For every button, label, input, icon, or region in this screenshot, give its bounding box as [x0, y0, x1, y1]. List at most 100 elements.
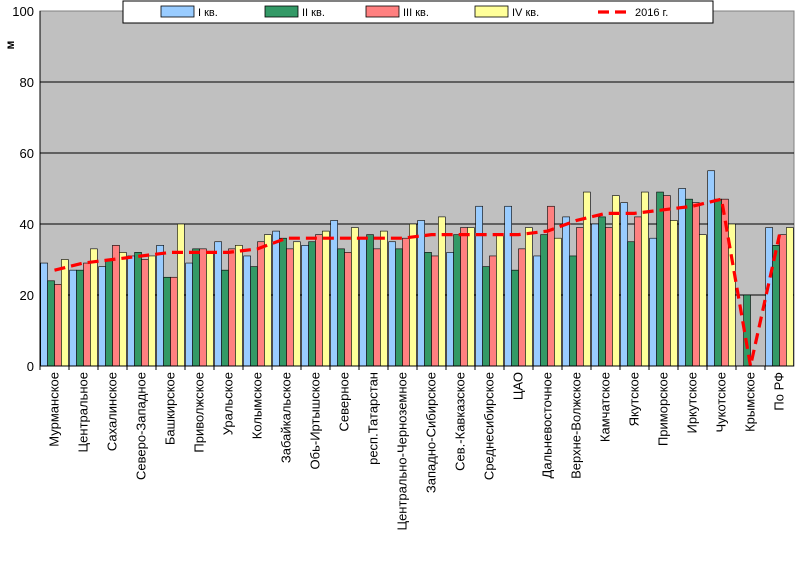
bar-s2-13: [395, 248, 403, 367]
bar-s2-18: [540, 234, 548, 367]
bar-s3-26: [779, 234, 787, 367]
bar-s4-7: [235, 245, 243, 367]
x-tick-label-15: Сев.-Кавказское: [453, 372, 468, 471]
bar-s3-8: [257, 241, 265, 367]
bar-s2-8: [250, 266, 258, 367]
y-tick-label-40: 40: [20, 217, 34, 232]
bar-s1-7: [214, 241, 222, 367]
bar-s1-12: [359, 237, 367, 367]
y-tick-label-80: 80: [20, 75, 34, 90]
bar-s4-12: [380, 230, 388, 367]
x-tick-label-14: Западно-Сибирское: [424, 372, 439, 493]
bar-s2-21: [627, 241, 635, 367]
x-tick-label-2: Центральное: [76, 372, 91, 452]
bar-s2-19: [569, 255, 577, 367]
bar-s1-18: [533, 255, 541, 367]
legend: I кв. II кв. III кв. IV кв. 2016 г.: [122, 0, 714, 24]
y-tick-label-20: 20: [20, 288, 34, 303]
bar-s1-1: [40, 262, 48, 367]
bar-s1-2: [69, 269, 77, 367]
bar-s2-16: [482, 266, 490, 367]
bar-s4-6: [206, 252, 214, 367]
bar-s1-8: [243, 255, 251, 367]
bar-s4-11: [351, 227, 359, 367]
bar-s1-10: [301, 245, 309, 367]
bar-s4-26: [786, 227, 794, 367]
bar-s3-13: [402, 237, 410, 367]
legend-swatch-2: [264, 5, 299, 18]
x-tick-label-19: Верхне-Волжское: [569, 372, 584, 479]
bar-s1-14: [417, 220, 425, 367]
bar-s4-14: [438, 216, 446, 367]
x-tick-label-18: Дальневосточное: [540, 372, 555, 478]
x-tick-label-6: Приволжское: [192, 372, 207, 453]
legend-swatch-4: [474, 5, 509, 18]
bar-s2-24: [714, 198, 722, 367]
bar-s2-6: [192, 248, 200, 367]
bar-s3-10: [315, 234, 323, 367]
bar-s1-6: [185, 262, 193, 367]
bar-s1-5: [156, 245, 164, 367]
x-tick-label-10: Обь-Иртышское: [308, 372, 323, 469]
bar-s4-10: [322, 230, 330, 367]
bar-s3-16: [489, 255, 497, 367]
bar-s1-26: [765, 227, 773, 367]
x-tick-label-7: Уральское: [221, 372, 236, 435]
bar-s1-23: [678, 188, 686, 367]
legend-label-2: II кв.: [302, 7, 325, 19]
bar-s1-9: [272, 230, 280, 367]
bar-s1-16: [475, 205, 483, 367]
bar-s4-21: [641, 191, 649, 367]
x-tick-label-1: Мурманское: [47, 372, 62, 447]
bar-s4-17: [525, 227, 533, 367]
x-tick-label-5: Башкирское: [163, 372, 178, 445]
y-tick-label-60: 60: [20, 146, 34, 161]
x-tick-label-22: Приморское: [656, 372, 671, 446]
axis-layer: 0 20 40 60 80 100 м Мурманское Центральное Сахали…: [3, 4, 794, 531]
bar-s2-1: [47, 280, 55, 367]
x-tick-label-3: Сахалинское: [105, 372, 120, 451]
y-tick-label-0: 0: [27, 359, 34, 374]
bar-s1-17: [504, 205, 512, 367]
bar-s4-3: [119, 252, 127, 367]
bar-s2-23: [685, 198, 693, 367]
bar-s2-15: [453, 234, 461, 367]
bar-s3-19: [576, 227, 584, 367]
bar-s3-14: [431, 255, 439, 367]
bar-s3-4: [141, 259, 149, 367]
x-tick-label-12: респ.Татарстан: [366, 372, 381, 465]
bar-s3-6: [199, 248, 207, 367]
x-tick-label-17: ЦАО: [511, 372, 526, 400]
bar-s4-22: [670, 220, 678, 367]
bar-s4-1: [61, 259, 69, 367]
bar-s2-9: [279, 237, 287, 367]
bar-s4-2: [90, 248, 98, 367]
bar-s3-7: [228, 248, 236, 367]
bar-s2-26: [772, 245, 780, 367]
bar-s1-15: [446, 252, 454, 367]
bar-s3-22: [663, 195, 671, 367]
y-tick-label-100: 100: [12, 4, 34, 19]
legend-swatch-3: [365, 5, 400, 18]
bar-s1-11: [330, 220, 338, 367]
bar-s2-2: [76, 269, 84, 367]
x-tick-label-11: Северное: [337, 372, 352, 431]
bar-s3-1: [54, 284, 62, 367]
x-tick-label-21: Якутское: [627, 372, 642, 426]
bar-s3-17: [518, 248, 526, 367]
bar-s1-22: [649, 237, 657, 367]
bar-s1-13: [388, 241, 396, 367]
bar-s4-4: [148, 255, 156, 367]
x-tick-label-24: Чукотское: [714, 372, 729, 433]
bar-s1-4: [127, 255, 135, 367]
line-layer: [54, 197, 782, 368]
bar-s3-9: [286, 248, 294, 367]
bar-s2-7: [221, 269, 229, 367]
y-axis-label: м: [3, 40, 17, 49]
bar-s1-3: [98, 266, 106, 367]
bar-s2-20: [598, 216, 606, 367]
bar-s2-3: [105, 259, 113, 367]
bar-s2-12: [366, 234, 374, 367]
x-tick-label-20: Камчатское: [598, 372, 613, 442]
